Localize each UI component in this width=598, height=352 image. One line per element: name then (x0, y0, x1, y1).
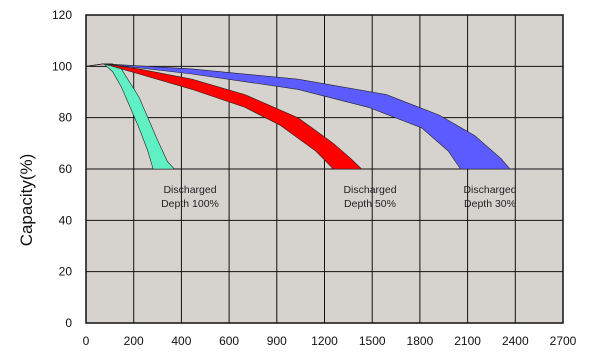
x-tick-label: 2100 (454, 334, 481, 348)
y-tick-label: 40 (59, 213, 73, 227)
band-annotation: Depth 50% (344, 198, 396, 210)
band-annotation: Discharged (163, 184, 216, 196)
y-tick-label: 100 (52, 59, 72, 73)
x-tick-label: 200 (124, 334, 144, 348)
band-annotation: Discharged (343, 184, 396, 196)
x-tick-label: 900 (267, 334, 287, 348)
x-tick-label: 1800 (407, 334, 434, 348)
capacity-band-2 (85, 63, 511, 170)
x-tick-label: 2400 (502, 334, 529, 348)
y-axis-label: Capacity(%) (17, 154, 36, 247)
y-tick-label: 0 (65, 316, 72, 330)
band-annotation: Discharged (463, 184, 516, 196)
x-tick-label: 1200 (311, 334, 338, 348)
y-tick-label: 60 (59, 162, 73, 176)
capacity-band-1 (85, 63, 363, 170)
band-annotation: Depth 100% (161, 198, 219, 210)
x-tick-label: 0 (83, 334, 90, 348)
x-tick-label: 600 (219, 334, 239, 348)
y-tick-label: 80 (59, 111, 73, 125)
band-annotation: Depth 30% (464, 198, 516, 210)
plot-frame (85, 14, 564, 324)
y-tick-label: 120 (52, 8, 72, 22)
y-tick-label: 20 (59, 265, 73, 279)
x-tick-label: 2700 (550, 334, 577, 348)
x-tick-label: 400 (171, 334, 191, 348)
x-tick-label: 1500 (359, 334, 386, 348)
